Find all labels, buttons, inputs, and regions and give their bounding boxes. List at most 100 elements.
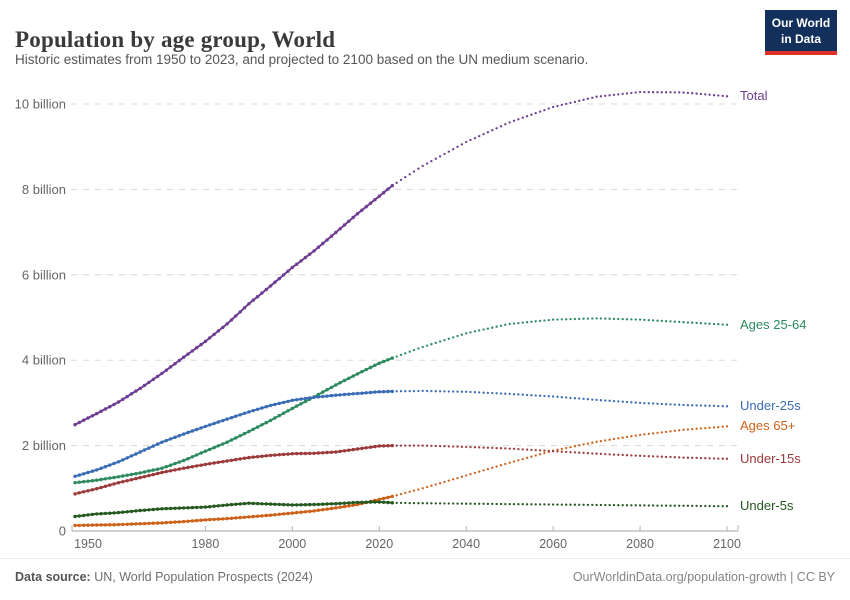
- projected-data-point: [686, 504, 690, 507]
- projected-data-point: [482, 502, 485, 505]
- data-point: [377, 497, 381, 502]
- projected-data-point: [725, 505, 729, 508]
- series-label-ages-25-64[interactable]: Ages 25-64: [740, 316, 807, 332]
- projected-data-point: [625, 454, 629, 457]
- projected-data-point: [569, 317, 572, 321]
- data-point: [112, 523, 116, 527]
- series-line-under-5s[interactable]: [73, 500, 729, 519]
- projected-data-point: [512, 447, 516, 450]
- projected-data-point: [460, 143, 464, 146]
- projected-data-point: [456, 390, 459, 393]
- projected-data-point: [565, 503, 568, 506]
- data-point: [386, 358, 390, 362]
- projected-data-point: [473, 136, 477, 140]
- series-label-total[interactable]: Total: [740, 88, 768, 104]
- data-point: [99, 466, 103, 470]
- projected-data-point: [704, 93, 707, 96]
- data-point: [190, 429, 195, 433]
- data-point: [142, 383, 147, 388]
- data-point: [199, 451, 203, 455]
- projected-data-point: [391, 390, 394, 393]
- projected-data-point: [517, 503, 520, 506]
- data-point: [195, 464, 199, 468]
- data-point: [347, 501, 351, 505]
- data-point: [316, 451, 321, 455]
- projected-data-point: [425, 444, 429, 447]
- data-point: [182, 458, 186, 463]
- projected-data-point: [438, 482, 442, 485]
- data-point: [103, 511, 108, 516]
- projected-data-point: [595, 398, 598, 402]
- projected-data-point: [491, 129, 494, 132]
- projected-data-point: [595, 440, 598, 443]
- projected-data-point: [469, 445, 472, 449]
- data-point: [160, 521, 164, 525]
- data-point: [203, 424, 208, 429]
- data-point: [299, 451, 303, 456]
- data-point: [242, 515, 247, 519]
- projected-data-point: [538, 453, 542, 456]
- series-line-total[interactable]: [73, 90, 729, 427]
- projected-data-point: [621, 436, 624, 439]
- projected-data-point: [521, 393, 524, 396]
- footer-link[interactable]: OurWorldinData.org/population-growth | C…: [572, 570, 835, 584]
- data-point: [90, 479, 95, 483]
- projected-data-point: [678, 456, 681, 459]
- projected-data-point: [456, 502, 459, 505]
- series-line-ages-65plus[interactable]: [73, 425, 729, 528]
- projected-data-point: [495, 392, 498, 395]
- data-point: [238, 310, 242, 314]
- projected-data-point: [625, 435, 629, 439]
- y-axis-tick-label: 6 billion: [22, 267, 66, 282]
- data-point: [151, 521, 155, 525]
- data-point: [360, 500, 364, 504]
- owid-logo[interactable]: Our World in Data: [765, 10, 837, 56]
- projected-data-point: [599, 399, 603, 402]
- data-point: [151, 472, 155, 477]
- data-point: [368, 445, 373, 449]
- data-point: [308, 252, 312, 256]
- projected-data-point: [508, 392, 511, 396]
- data-point: [173, 362, 177, 366]
- data-point: [295, 262, 299, 266]
- series-label-ages-65plus[interactable]: Ages 65+: [740, 418, 796, 434]
- x-axis-tick-label: 2020: [365, 537, 393, 551]
- data-point: [129, 392, 134, 396]
- projected-data-point: [669, 504, 672, 507]
- projected-data-point: [612, 453, 616, 456]
- data-point: [186, 352, 190, 356]
- projected-data-point: [573, 317, 577, 321]
- projected-data-point: [543, 394, 546, 398]
- series-line-ages-25-64[interactable]: [73, 317, 729, 485]
- projected-data-point: [452, 148, 455, 151]
- data-point: [203, 339, 208, 344]
- data-point: [195, 427, 199, 432]
- data-point: [151, 468, 155, 472]
- data-point: [147, 473, 151, 478]
- projected-data-point: [547, 395, 550, 398]
- data-point: [82, 418, 86, 422]
- projected-data-point: [669, 403, 672, 406]
- data-point: [125, 473, 129, 477]
- projected-data-point: [617, 317, 620, 321]
- projected-data-point: [725, 95, 729, 98]
- series-line-under-25s[interactable]: [73, 389, 729, 478]
- data-point: [108, 511, 112, 515]
- projected-data-point: [699, 456, 703, 460]
- data-point: [155, 507, 160, 511]
- data-point: [160, 470, 164, 475]
- data-point: [142, 448, 147, 452]
- data-point: [160, 371, 164, 376]
- data-point: [312, 509, 316, 513]
- projected-data-point: [708, 322, 711, 325]
- series-label-under-15s[interactable]: Under-15s: [740, 450, 801, 466]
- data-point: [95, 523, 99, 527]
- projected-data-point: [525, 393, 529, 397]
- projected-data-point: [647, 504, 650, 507]
- data-point: [116, 522, 121, 527]
- data-point: [251, 455, 255, 459]
- series-label-under-5s[interactable]: Under-5s: [740, 498, 794, 514]
- series-label-under-25s[interactable]: Under-25s: [740, 398, 801, 414]
- series-line-under-15s[interactable]: [73, 443, 729, 496]
- projected-data-point: [634, 454, 637, 457]
